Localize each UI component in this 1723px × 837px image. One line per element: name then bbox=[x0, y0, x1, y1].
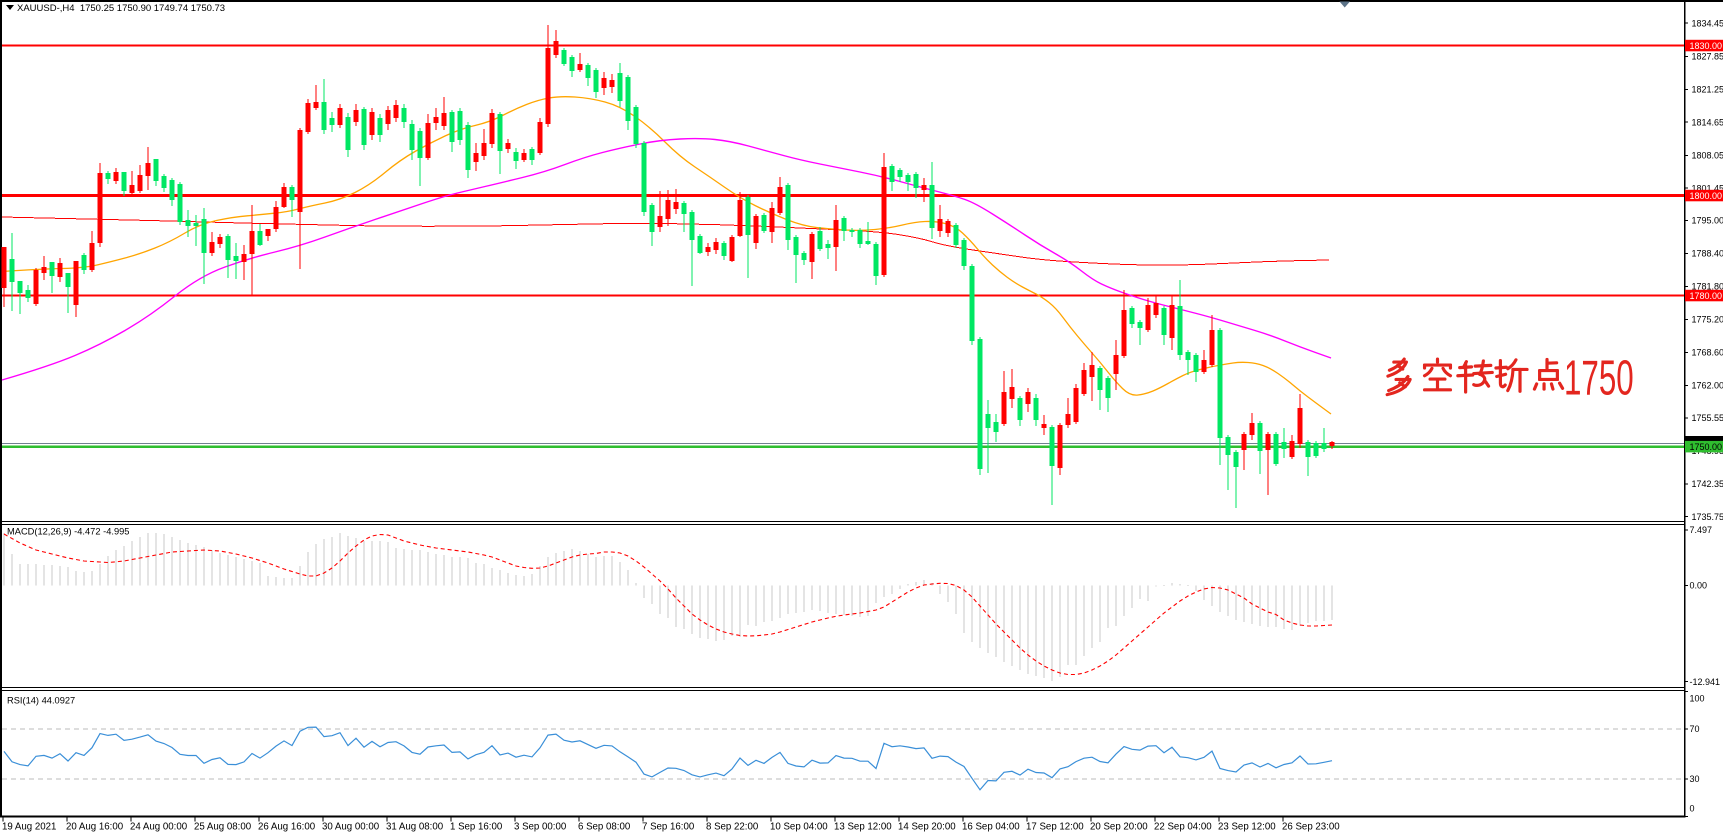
svg-text:30 Aug 00:00: 30 Aug 00:00 bbox=[322, 822, 380, 833]
svg-text:31 Aug 08:00: 31 Aug 08:00 bbox=[386, 822, 444, 833]
svg-text:1800.00: 1800.00 bbox=[1690, 191, 1723, 201]
svg-text:10 Sep 04:00: 10 Sep 04:00 bbox=[770, 822, 828, 833]
svg-text:1795.00: 1795.00 bbox=[1692, 216, 1723, 226]
svg-text:1827.85: 1827.85 bbox=[1692, 52, 1723, 62]
svg-text:8 Sep 22:00: 8 Sep 22:00 bbox=[706, 822, 759, 833]
svg-text:22 Sep 04:00: 22 Sep 04:00 bbox=[1154, 822, 1212, 833]
svg-text:0.00: 0.00 bbox=[1690, 581, 1708, 591]
svg-text:16 Sep 04:00: 16 Sep 04:00 bbox=[962, 822, 1020, 833]
svg-text:XAUUSD-,H4 1750.25 1750.90 17: XAUUSD-,H4 1750.25 1750.90 1749.74 1750.… bbox=[17, 3, 225, 14]
svg-text:1750.00: 1750.00 bbox=[1690, 442, 1723, 452]
svg-text:1735.75: 1735.75 bbox=[1692, 512, 1723, 522]
svg-text:7 Sep 16:00: 7 Sep 16:00 bbox=[642, 822, 695, 833]
svg-text:1742.35: 1742.35 bbox=[1692, 479, 1723, 489]
svg-text:6 Sep 08:00: 6 Sep 08:00 bbox=[578, 822, 631, 833]
svg-text:-12.941: -12.941 bbox=[1690, 677, 1721, 687]
svg-text:100: 100 bbox=[1690, 694, 1705, 704]
svg-text:0: 0 bbox=[1690, 804, 1695, 814]
svg-text:3 Sep 00:00: 3 Sep 00:00 bbox=[514, 822, 567, 833]
svg-text:1830.00: 1830.00 bbox=[1690, 41, 1723, 51]
svg-text:1775.20: 1775.20 bbox=[1692, 315, 1723, 325]
svg-text:19 Aug 2021: 19 Aug 2021 bbox=[2, 822, 56, 833]
svg-text:23 Sep 12:00: 23 Sep 12:00 bbox=[1218, 822, 1276, 833]
svg-text:20 Sep 20:00: 20 Sep 20:00 bbox=[1090, 822, 1148, 833]
svg-text:26 Sep 23:00: 26 Sep 23:00 bbox=[1282, 822, 1340, 833]
svg-text:1801.45: 1801.45 bbox=[1692, 183, 1723, 193]
svg-text:1 Sep 16:00: 1 Sep 16:00 bbox=[450, 822, 503, 833]
svg-text:14 Sep 20:00: 14 Sep 20:00 bbox=[898, 822, 956, 833]
svg-text:13 Sep 12:00: 13 Sep 12:00 bbox=[834, 822, 892, 833]
svg-text:24 Aug 00:00: 24 Aug 00:00 bbox=[130, 822, 188, 833]
svg-text:70: 70 bbox=[1690, 724, 1700, 734]
svg-text:1755.55: 1755.55 bbox=[1692, 413, 1723, 423]
svg-text:30: 30 bbox=[1690, 774, 1700, 784]
svg-text:20 Aug 16:00: 20 Aug 16:00 bbox=[66, 822, 124, 833]
svg-text:1834.45: 1834.45 bbox=[1692, 18, 1723, 28]
svg-text:1768.60: 1768.60 bbox=[1692, 348, 1723, 358]
svg-text:1821.25: 1821.25 bbox=[1692, 85, 1723, 95]
svg-text:25 Aug 08:00: 25 Aug 08:00 bbox=[194, 822, 252, 833]
svg-text:1788.40: 1788.40 bbox=[1692, 249, 1723, 259]
svg-text:26 Aug 16:00: 26 Aug 16:00 bbox=[258, 822, 316, 833]
svg-text:1750: 1750 bbox=[1564, 350, 1634, 405]
svg-text:RSI(14) 44.0927: RSI(14) 44.0927 bbox=[7, 696, 75, 706]
svg-text:1762.00: 1762.00 bbox=[1692, 381, 1723, 391]
svg-text:1781.80: 1781.80 bbox=[1692, 282, 1723, 292]
svg-text:1814.65: 1814.65 bbox=[1692, 117, 1723, 127]
svg-text:17 Sep 12:00: 17 Sep 12:00 bbox=[1026, 822, 1084, 833]
svg-text:1808.05: 1808.05 bbox=[1692, 151, 1723, 161]
svg-text:7.497: 7.497 bbox=[1690, 525, 1713, 535]
svg-text:1780.00: 1780.00 bbox=[1690, 291, 1723, 301]
svg-text:MACD(12,26,9) -4.472 -4.995: MACD(12,26,9) -4.472 -4.995 bbox=[7, 527, 129, 537]
